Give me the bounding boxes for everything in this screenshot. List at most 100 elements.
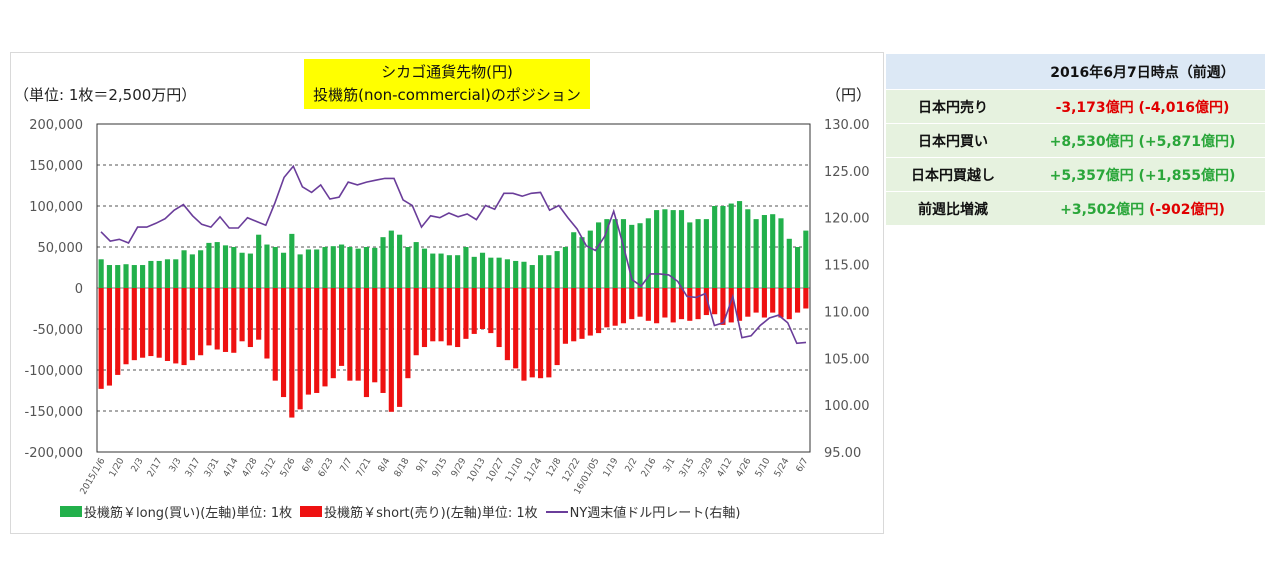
x-axis-tick-label: 2/3: [130, 457, 146, 475]
short-bar: [620, 288, 627, 324]
long-bar: [115, 265, 121, 288]
short-bar: [405, 288, 411, 379]
row-value-cell: +3,502億円 (-902億円): [1020, 192, 1265, 225]
row-label: 日本円売り: [886, 90, 1020, 123]
x-axis-tick-label: 3/15: [678, 457, 697, 480]
long-bar: [206, 242, 212, 288]
short-bar: [604, 288, 610, 328]
long-bar: [761, 215, 767, 288]
short-bar: [587, 288, 593, 336]
table-row: 日本円買い +8,530億円 (+5,871億円): [886, 124, 1265, 157]
long-bar: [297, 254, 303, 288]
legend-label-rate: NY週末値ドル円レート(右軸): [569, 506, 741, 521]
short-bar: [612, 288, 618, 326]
x-axis-tick-label: 5/26: [279, 456, 298, 479]
short-bar: [513, 288, 519, 369]
long-bar: [222, 245, 229, 288]
x-axis-tick-label: 10/13: [466, 457, 488, 484]
short-bar: [637, 288, 643, 317]
long-bar: [372, 247, 378, 288]
long-bar: [388, 230, 394, 288]
long-bar: [712, 206, 718, 288]
long-bar: [479, 252, 486, 288]
row-value-cell: +8,530億円 (+5,871億円): [1020, 124, 1265, 157]
table-row: 前週比増減 +3,502億円 (-902億円): [886, 192, 1265, 225]
left-axis-unit: （単位: 1枚＝2,500万円）: [14, 86, 197, 104]
short-bar: [131, 288, 137, 361]
long-bar: [695, 219, 701, 288]
left-axis-tick-label: -100,000: [25, 364, 83, 379]
x-axis-tick-label: 5/10: [754, 456, 773, 479]
short-bar: [388, 288, 394, 412]
x-axis-tick-label: 9/29: [450, 456, 469, 479]
row-label: 前週比増減: [886, 192, 1020, 225]
row-value: +3,502億円: [1060, 201, 1145, 218]
left-axis-tick-label: 150,000: [29, 159, 83, 174]
long-bar: [504, 259, 510, 288]
long-bar: [430, 253, 436, 288]
long-bar: [736, 201, 743, 288]
long-bar: [537, 255, 544, 288]
table-header-blank: [886, 54, 1020, 89]
long-bar: [604, 219, 610, 288]
long-bar: [289, 233, 295, 288]
x-axis-tick-label: 1/19: [602, 456, 621, 479]
short-bar: [654, 288, 660, 324]
long-bar: [521, 261, 527, 288]
short-bar: [339, 288, 345, 366]
short-bar: [256, 288, 262, 340]
right-axis-tick-label: 130.00: [824, 118, 870, 133]
short-bar: [496, 288, 502, 348]
long-bar: [438, 253, 444, 288]
short-bar: [272, 288, 278, 381]
short-bar: [164, 288, 171, 361]
long-bar: [645, 218, 651, 288]
short-bar: [546, 288, 552, 378]
long-bar: [745, 209, 751, 288]
short-bar: [231, 288, 237, 353]
row-prev-value: (-4,016億円): [1138, 99, 1230, 116]
long-bar: [720, 206, 726, 288]
chart-title-line1: シカゴ通貨先物(円): [381, 63, 513, 81]
short-bar: [189, 288, 195, 361]
position-summary-table: 2016年6月7日時点（前週） 日本円売り -3,173億円 (-4,016億円…: [886, 53, 1265, 226]
long-bar: [654, 210, 660, 288]
long-bar: [397, 234, 403, 288]
short-bar: [239, 288, 245, 342]
long-bar: [305, 249, 311, 288]
short-bar: [678, 288, 685, 320]
x-axis-tick-label: 4/12: [716, 457, 735, 480]
left-axis-tick-label: 200,000: [29, 118, 83, 133]
row-value-cell: +5,357億円 (+1,855億円): [1020, 158, 1265, 191]
short-bar: [181, 288, 187, 366]
long-bar: [803, 230, 809, 288]
short-bar: [695, 288, 701, 320]
right-axis-unit: （円）: [826, 86, 872, 104]
x-axis-tick-label: 4/26: [735, 456, 754, 479]
short-bar: [770, 288, 776, 313]
short-bar: [579, 288, 585, 339]
long-bar: [629, 224, 635, 288]
long-bar: [562, 247, 568, 288]
long-bar: [753, 219, 759, 288]
long-bar: [405, 247, 411, 288]
long-bar: [131, 265, 137, 288]
row-prev-value: (+1,855億円): [1138, 167, 1236, 184]
legend-item-rate: NY週末値ドル円レート(右軸): [545, 502, 741, 521]
long-bar: [214, 242, 220, 288]
right-axis-tick-label: 105.00: [824, 352, 870, 367]
chart-title: シカゴ通貨先物(円) 投機筋(non-commercial)のポジション: [304, 59, 590, 109]
short-bar: [529, 288, 535, 378]
short-bar: [728, 288, 734, 323]
left-axis-tick-label: 0: [75, 282, 83, 297]
row-label: 日本円買い: [886, 124, 1020, 157]
short-bar: [571, 288, 577, 342]
long-bar: [413, 242, 419, 288]
left-axis-tick-label: 50,000: [38, 241, 84, 256]
row-value-cell: -3,173億円 (-4,016億円): [1020, 90, 1265, 123]
x-axis-tick-label: 6/7: [795, 457, 811, 475]
row-value: -3,173億円: [1055, 99, 1134, 116]
legend-item-long: 投機筋￥long(買い)(左軸)単位: 1枚: [60, 502, 292, 521]
x-axis-tick-label: 2/16: [640, 456, 659, 479]
short-bar: [703, 288, 709, 316]
